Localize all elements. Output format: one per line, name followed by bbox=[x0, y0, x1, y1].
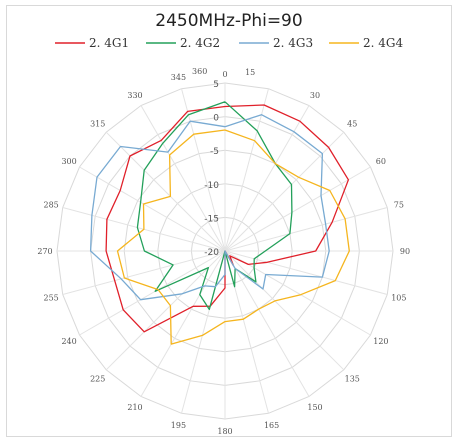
angle-tick-label: 270 bbox=[37, 247, 52, 256]
legend-item: 2. 4G3 bbox=[239, 36, 313, 50]
angle-tick-label: 135 bbox=[345, 374, 360, 383]
legend-label: 2. 4G3 bbox=[273, 36, 313, 50]
angle-tick-label: 15 bbox=[245, 68, 255, 77]
radial-tick-label: 5 bbox=[213, 80, 219, 90]
grid-spoke bbox=[105, 131, 226, 252]
angle-tick-label: 150 bbox=[307, 403, 322, 412]
grid-spoke bbox=[224, 250, 371, 336]
grid-spoke bbox=[105, 250, 226, 371]
radial-tick-label: -10 bbox=[204, 181, 219, 191]
angle-tick-label: 120 bbox=[373, 337, 388, 346]
grid-spoke bbox=[224, 250, 345, 371]
angle-tick-label: 45 bbox=[347, 120, 357, 129]
radial-tick-label: 0 bbox=[213, 114, 219, 124]
angle-tick-label: 345 bbox=[171, 73, 186, 82]
chart-title: 2450MHz-Phi=90 bbox=[155, 11, 302, 31]
radar-chart: 2450MHz-Phi=90 2. 4G1 2. 4G2 2. 4G3 2. 4G4 … bbox=[37, 11, 410, 436]
angle-tick-label: 360 bbox=[192, 67, 207, 76]
grid-spoke bbox=[224, 250, 388, 295]
grid-spoke bbox=[181, 88, 226, 252]
grid-spoke bbox=[224, 105, 310, 252]
grid-spoke bbox=[224, 131, 345, 252]
angle-tick-label: 285 bbox=[43, 200, 58, 209]
axis-labels: 50-5-10-15-200 15304560759010512013515016… bbox=[37, 67, 410, 436]
legend-item: 2. 4G1 bbox=[55, 36, 129, 50]
angle-tick-label: 0 bbox=[222, 70, 227, 79]
angle-tick-label: 90 bbox=[400, 247, 410, 256]
angle-tick-label: 75 bbox=[394, 200, 404, 209]
legend-label: 2. 4G2 bbox=[180, 36, 220, 50]
legend-item: 2. 4G2 bbox=[146, 36, 220, 50]
grid-spoke bbox=[62, 250, 226, 295]
series-line-24g1 bbox=[105, 104, 350, 333]
grid-spoke bbox=[224, 207, 388, 252]
legend-label: 2. 4G4 bbox=[363, 36, 403, 50]
series-group bbox=[89, 101, 350, 345]
angle-tick-label: 105 bbox=[391, 294, 406, 303]
grid-spoke bbox=[79, 166, 226, 252]
grid-spoke bbox=[140, 250, 226, 397]
polar-grid bbox=[56, 82, 394, 420]
radial-tick-label: -15 bbox=[204, 214, 219, 224]
grid-spoke bbox=[224, 166, 371, 252]
legend-item: 2. 4G4 bbox=[329, 36, 403, 50]
angle-tick-label: 315 bbox=[90, 120, 105, 129]
legend-label: 2. 4G1 bbox=[89, 36, 129, 50]
angle-tick-label: 240 bbox=[61, 337, 76, 346]
angle-tick-label: 165 bbox=[264, 421, 279, 430]
series-line-24g4 bbox=[116, 129, 350, 345]
grid-spoke bbox=[224, 88, 269, 252]
grid-spoke bbox=[224, 250, 310, 397]
grid-spoke bbox=[79, 250, 226, 336]
legend: 2. 4G1 2. 4G2 2. 4G3 2. 4G4 bbox=[55, 36, 403, 50]
angle-tick-label: 210 bbox=[127, 403, 142, 412]
angle-tick-label: 225 bbox=[90, 374, 105, 383]
series-line-24g3 bbox=[89, 114, 330, 301]
angle-tick-label: 30 bbox=[310, 91, 320, 100]
angle-tick-label: 195 bbox=[171, 421, 186, 430]
angle-tick-label: 180 bbox=[217, 427, 232, 436]
angle-tick-label: 60 bbox=[376, 157, 386, 166]
radial-tick-label: -5 bbox=[210, 147, 219, 157]
chart-frame: 2450MHz-Phi=90 2. 4G1 2. 4G2 2. 4G3 2. 4G4 … bbox=[6, 5, 452, 437]
angle-tick-label: 300 bbox=[61, 157, 76, 166]
angle-tick-label: 255 bbox=[43, 294, 58, 303]
grid-spoke bbox=[140, 105, 226, 252]
angle-tick-label: 330 bbox=[127, 91, 142, 100]
radial-tick-label: -20 bbox=[204, 248, 219, 258]
